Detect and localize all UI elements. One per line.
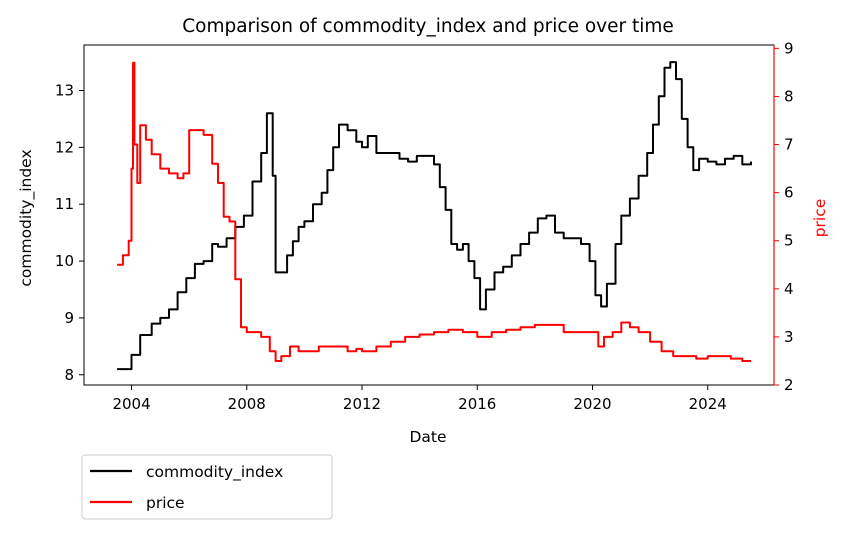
- series-layer: [117, 61, 752, 371]
- legend-label-commodity-index: commodity_index: [146, 463, 283, 482]
- legend: commodity_index price: [81, 454, 333, 520]
- right-y-tick-label: 2: [784, 376, 794, 394]
- x-axis-title: Date: [409, 428, 446, 446]
- x-tick-label: 2004: [112, 395, 150, 413]
- x-tick-label: 2024: [689, 395, 727, 413]
- x-tick-label: 2012: [343, 395, 381, 413]
- right-y-tick-label: 7: [784, 136, 794, 154]
- x-tick-label: 2016: [458, 395, 496, 413]
- x-tick-label: 2008: [228, 395, 266, 413]
- left-y-tick-label: 13: [55, 81, 74, 99]
- x-axis-ticks: 2004 2008 2012 2016 2020 2024: [112, 385, 727, 413]
- left-y-axis-ticks: 8 9 10 11 12 13: [55, 81, 84, 384]
- left-y-tick-label: 11: [55, 195, 74, 213]
- left-y-axis-title: commodity_index: [17, 149, 36, 286]
- right-y-tick-label: 5: [784, 232, 794, 250]
- legend-frame: [81, 454, 333, 520]
- right-y-axis-title: price: [811, 199, 829, 238]
- right-y-tick-label: 6: [784, 184, 794, 202]
- left-y-tick-label: 12: [55, 138, 74, 156]
- x-tick-label: 2020: [573, 395, 611, 413]
- series-line-commodity-index: [117, 61, 752, 371]
- plot-area: [83, 44, 775, 386]
- left-y-tick-label: 9: [64, 309, 74, 327]
- series-line-price: [117, 61, 751, 362]
- chart-title: Comparison of commodity_index and price …: [182, 16, 674, 37]
- right-y-tick-label: 8: [784, 87, 794, 105]
- right-y-tick-label: 9: [784, 39, 794, 57]
- right-y-tick-label: 3: [784, 328, 794, 346]
- right-y-tick-label: 4: [784, 280, 794, 298]
- right-y-axis-ticks: 2 3 4 5 6 7 8 9: [774, 39, 794, 394]
- left-y-tick-label: 8: [64, 366, 74, 384]
- left-y-tick-label: 10: [55, 252, 74, 270]
- legend-label-price: price: [146, 494, 185, 512]
